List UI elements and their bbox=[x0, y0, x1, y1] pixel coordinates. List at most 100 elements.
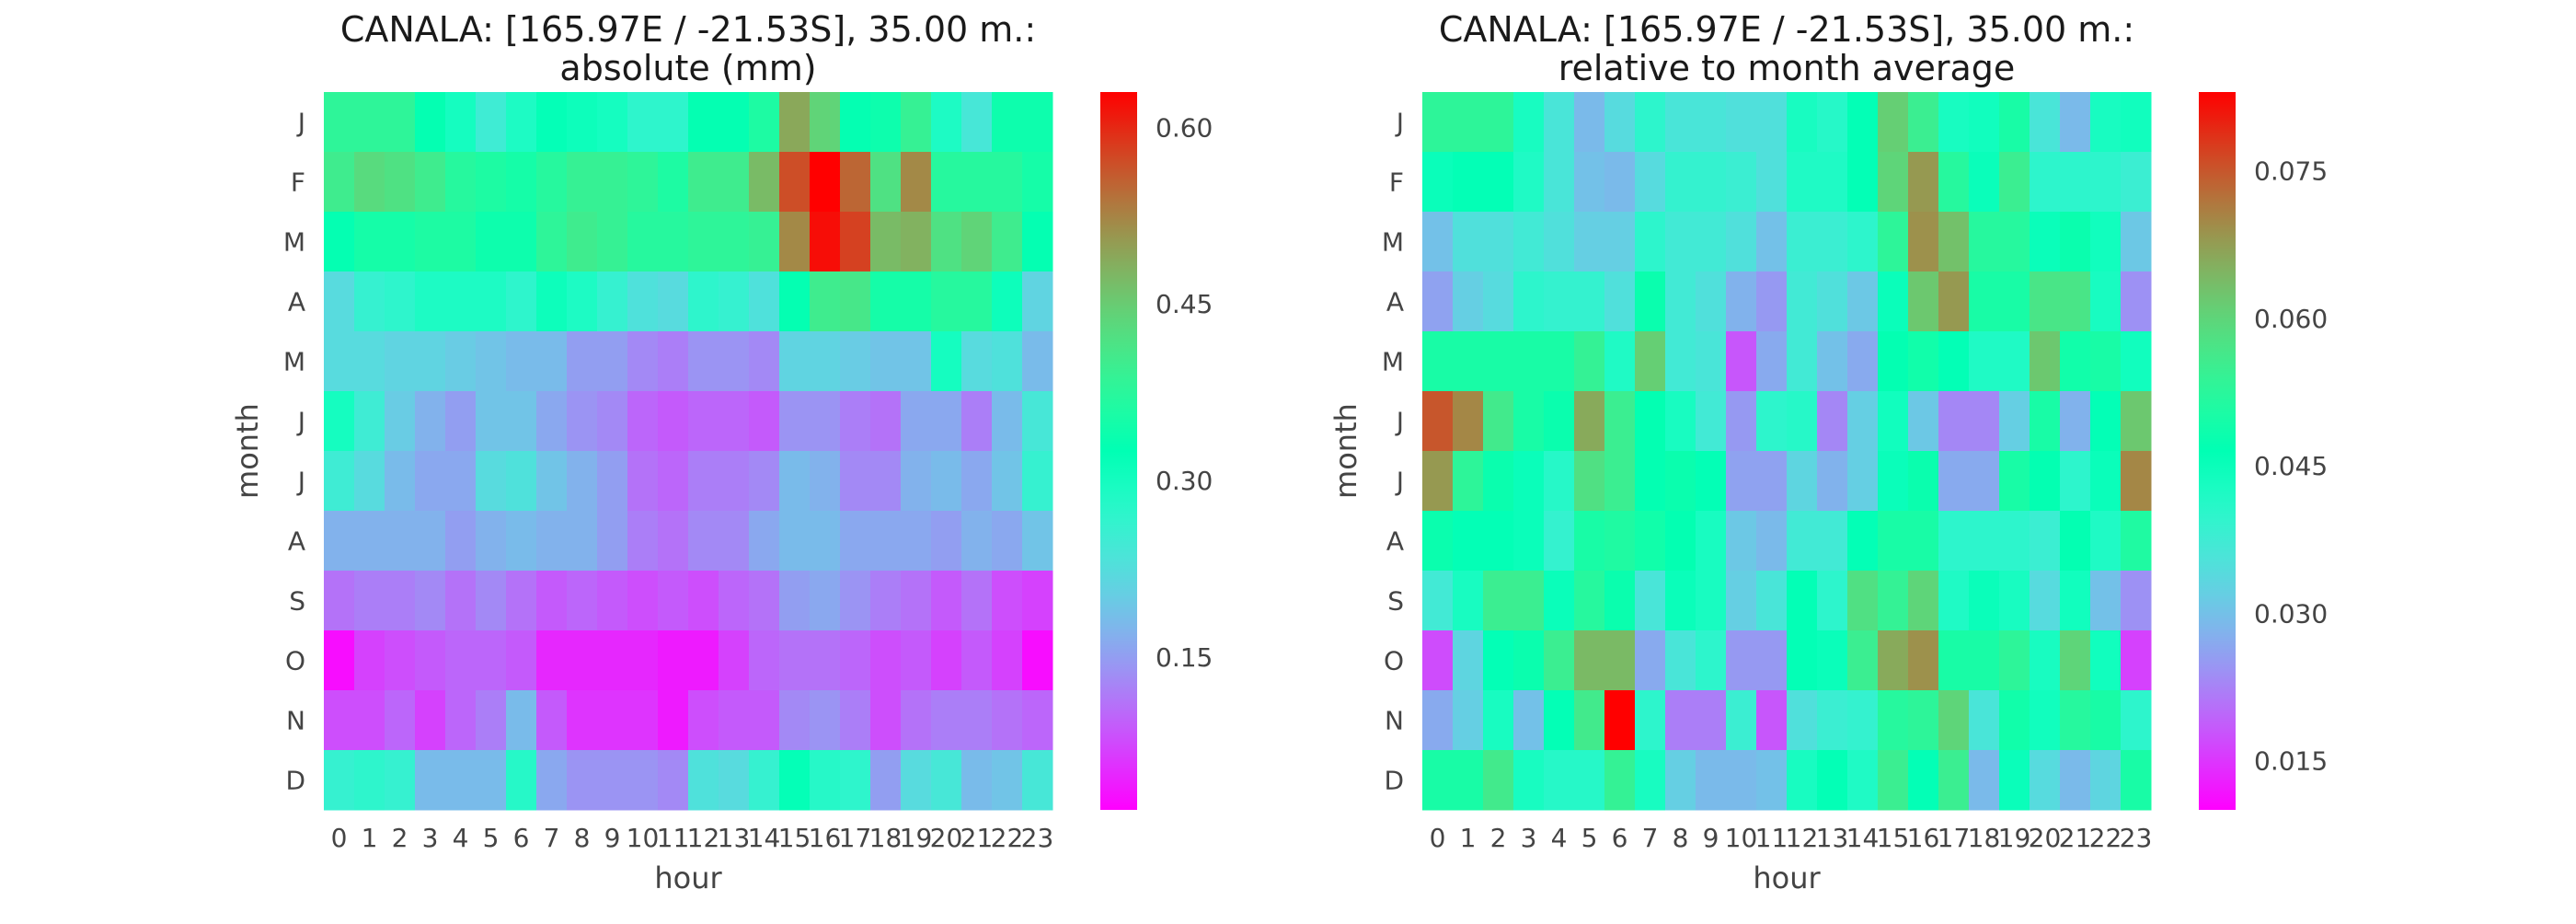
heatmap-cell bbox=[1453, 212, 1484, 272]
x-tick-label: 1 bbox=[1460, 823, 1477, 853]
heatmap-cell bbox=[810, 391, 841, 452]
heatmap-cell bbox=[1817, 212, 1848, 272]
heatmap-cell bbox=[597, 690, 628, 751]
heatmap-cell bbox=[1756, 152, 1788, 213]
heatmap-cell bbox=[870, 571, 902, 631]
heatmap-cell bbox=[749, 690, 780, 751]
heatmap-cell bbox=[1635, 511, 1666, 572]
heatmap-cell bbox=[1696, 152, 1727, 213]
heatmap-cell bbox=[749, 92, 780, 153]
heatmap-cell bbox=[2060, 152, 2091, 213]
heatmap-cell bbox=[992, 391, 1023, 452]
heatmap-cell bbox=[1938, 451, 1970, 512]
heatmap-cell bbox=[992, 212, 1023, 272]
heatmap-cell bbox=[324, 451, 355, 512]
heatmap-cell bbox=[1635, 750, 1666, 811]
heatmap-cell bbox=[1574, 630, 1605, 691]
heatmap-cell bbox=[2060, 451, 2091, 512]
heatmap-cell bbox=[1604, 690, 1636, 751]
y-tick-label: M bbox=[283, 347, 305, 377]
heatmap-cell bbox=[1483, 152, 1514, 213]
heatmap-cell bbox=[931, 571, 962, 631]
heatmap-cell bbox=[354, 212, 385, 272]
heatmap-cell bbox=[931, 92, 962, 153]
heatmap-cell bbox=[1787, 451, 1818, 512]
heatmap-cell bbox=[1726, 750, 1757, 811]
heatmap-cell bbox=[1878, 571, 1909, 631]
heatmap-cell bbox=[1787, 571, 1818, 631]
heatmap-cell bbox=[445, 391, 477, 452]
heatmap-cell bbox=[1483, 571, 1514, 631]
heatmap-cell bbox=[658, 571, 689, 631]
heatmap-cell bbox=[901, 271, 932, 332]
heatmap-cell bbox=[2060, 630, 2091, 691]
heatmap-cell bbox=[385, 152, 416, 213]
colorbar-tick-label: 0.045 bbox=[2254, 451, 2328, 481]
x-tick-label: 9 bbox=[604, 823, 621, 853]
x-tick-label: 5 bbox=[483, 823, 500, 853]
heatmap-cell bbox=[567, 92, 598, 153]
heatmap-cell bbox=[445, 571, 477, 631]
heatmap-cell bbox=[961, 152, 993, 213]
heatmap-cell bbox=[1878, 630, 1909, 691]
heatmap-cell bbox=[2121, 92, 2152, 153]
heatmap-cell bbox=[931, 391, 962, 452]
heatmap-cell bbox=[1696, 630, 1727, 691]
heatmap-cell bbox=[1969, 331, 2000, 392]
heatmap-cell bbox=[536, 451, 568, 512]
heatmap-cell bbox=[2030, 152, 2061, 213]
heatmap-cell bbox=[779, 391, 811, 452]
heatmap-cell bbox=[627, 391, 659, 452]
heatmap-cell bbox=[992, 152, 1023, 213]
heatmap-cell bbox=[2090, 271, 2122, 332]
heatmap-cell bbox=[1422, 391, 1454, 452]
y-axis-label: month bbox=[1328, 403, 1363, 499]
heatmap-cell bbox=[1604, 511, 1636, 572]
heatmap-cell bbox=[354, 571, 385, 631]
heatmap-cell bbox=[961, 212, 993, 272]
heatmap-cell bbox=[597, 511, 628, 572]
heatmap-cell bbox=[1726, 630, 1757, 691]
heatmap-cell bbox=[931, 331, 962, 392]
heatmap-cell bbox=[476, 391, 507, 452]
colorbar-tick-label: 0.030 bbox=[2254, 598, 2328, 629]
heatmap-cell bbox=[931, 152, 962, 213]
heatmap-cell bbox=[1908, 152, 1939, 213]
heatmap-cell bbox=[1604, 391, 1636, 452]
heatmap-cell bbox=[324, 690, 355, 751]
heatmap-cell bbox=[1635, 690, 1666, 751]
heatmap-cell bbox=[1453, 630, 1484, 691]
heatmap-cell bbox=[476, 511, 507, 572]
heatmap-cell bbox=[870, 92, 902, 153]
heatmap-cell bbox=[779, 750, 811, 811]
x-tick-label: 8 bbox=[1673, 823, 1689, 853]
heatmap-cell bbox=[1696, 750, 1727, 811]
heatmap-cell bbox=[810, 212, 841, 272]
heatmap-cell bbox=[2121, 212, 2152, 272]
heatmap-cell bbox=[1756, 331, 1788, 392]
y-tick-label: N bbox=[1385, 706, 1404, 736]
heatmap-cell bbox=[1665, 511, 1696, 572]
heatmap-cell bbox=[1878, 511, 1909, 572]
heatmap-cell bbox=[1513, 571, 1545, 631]
heatmap-cell bbox=[1787, 750, 1818, 811]
heatmap-cell bbox=[1969, 391, 2000, 452]
heatmap-cell bbox=[961, 630, 993, 691]
heatmap-cell bbox=[1422, 630, 1454, 691]
heatmap-cell bbox=[1726, 152, 1757, 213]
heatmap-cell bbox=[1938, 92, 1970, 153]
heatmap-cell bbox=[901, 750, 932, 811]
heatmap-cell bbox=[1513, 152, 1545, 213]
heatmap-cell bbox=[1787, 152, 1818, 213]
heatmap-cell bbox=[688, 331, 719, 392]
heatmap-cell bbox=[354, 690, 385, 751]
heatmap-cell bbox=[1665, 331, 1696, 392]
heatmap-cell bbox=[1635, 152, 1666, 213]
heatmap-cell bbox=[567, 331, 598, 392]
heatmap-cell bbox=[1453, 451, 1484, 512]
heatmap-cell bbox=[901, 331, 932, 392]
heatmap-cell bbox=[1817, 152, 1848, 213]
heatmap-cell bbox=[1999, 271, 2030, 332]
heatmap-cell bbox=[870, 391, 902, 452]
heatmap-cell bbox=[627, 212, 659, 272]
